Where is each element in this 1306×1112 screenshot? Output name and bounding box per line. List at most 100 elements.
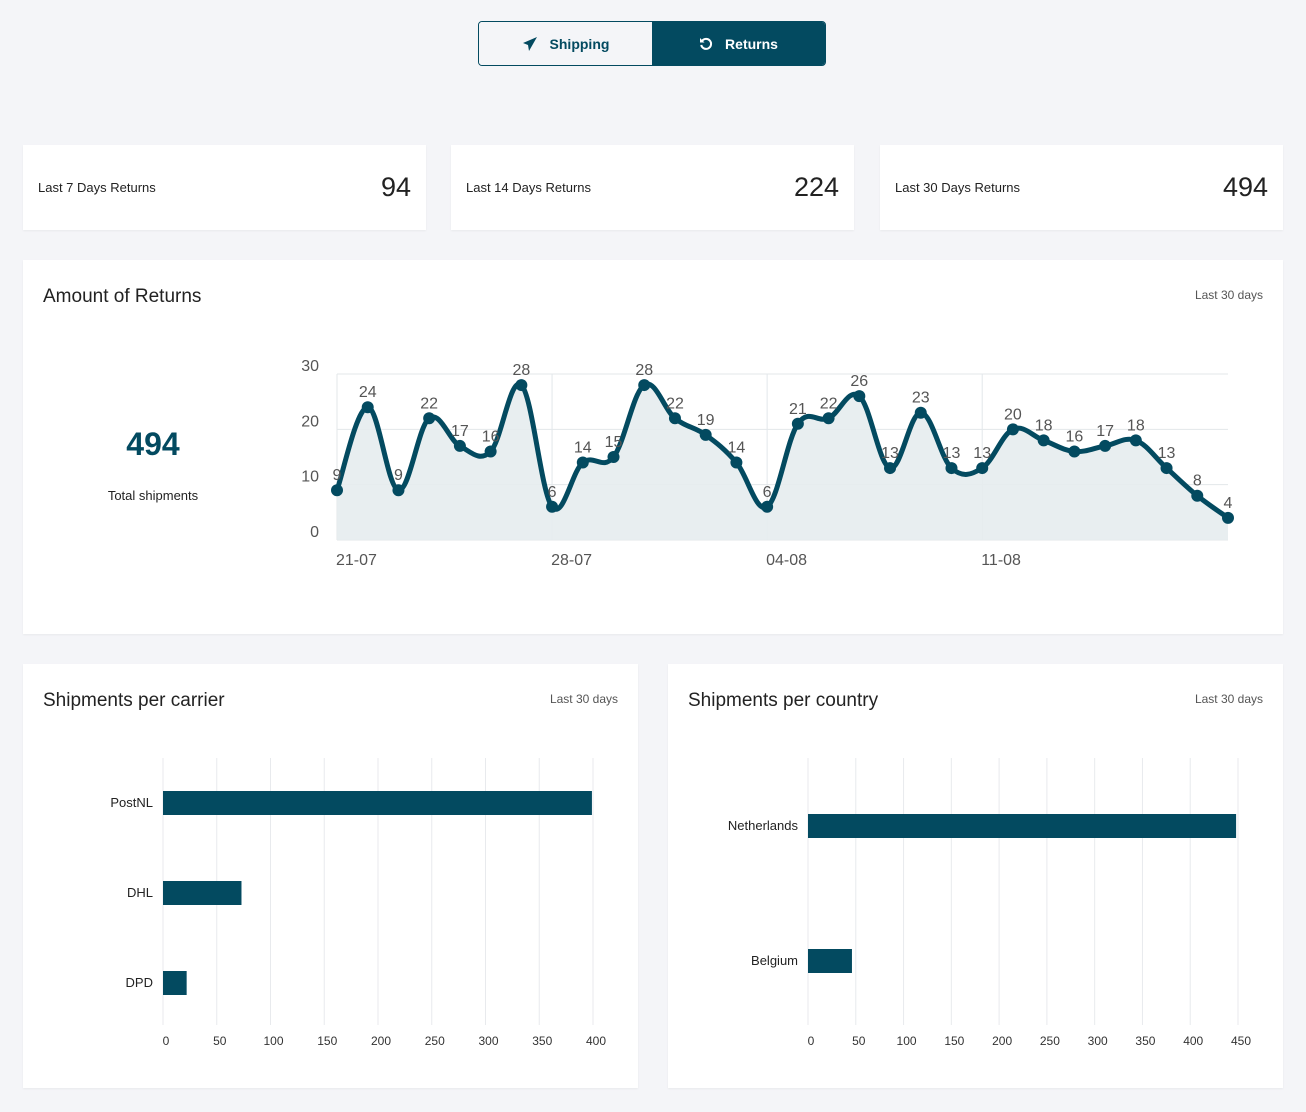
data-label: 23 [912,390,930,407]
category-label: DPD [126,975,153,990]
stat-label: Last 7 Days Returns [38,180,156,195]
x-tick-label: 50 [852,1034,866,1048]
bar [808,814,1237,838]
data-label: 6 [548,484,557,501]
bar [808,949,852,973]
data-label: 14 [574,440,592,457]
data-label: 18 [1127,417,1145,434]
data-point [730,456,743,469]
card-range: Last 30 days [549,692,618,706]
category-label: DHL [127,885,153,900]
data-label: 16 [482,428,500,445]
stat-value: 94 [380,172,411,202]
x-tick-label: 150 [317,1034,337,1048]
data-point [484,445,497,458]
data-point [1222,511,1234,524]
x-tick-label: 0 [163,1034,170,1048]
data-point [607,451,620,463]
returns-line-chart: 0 10 20 30 21-07 28-07 04-08 11-08 9 24 9 22 17 16 28 6… [301,358,1234,569]
country-chart-card: Shipments per country Last 30 days 0 50 10… [668,664,1283,1088]
area-fill [337,384,1228,540]
total-label: Total shipments [107,488,199,503]
x-tick-label: 11-08 [981,552,1021,569]
data-point [1160,462,1173,475]
y-tick-label: 0 [310,524,319,541]
stat-value: 224 [793,172,839,202]
data-label: 9 [333,467,342,484]
data-label: 8 [1193,473,1202,490]
undo-icon [700,37,713,50]
data-point [331,484,343,497]
data-label: 13 [1158,445,1176,462]
data-point [945,462,958,475]
x-tick-label: 200 [992,1034,1012,1048]
shipping-tab[interactable]: Shipping [479,22,652,65]
data-point [791,417,804,430]
data-label: 13 [881,445,899,462]
data-point [1037,434,1050,447]
bar [163,881,242,905]
y-tick-label: 30 [301,358,319,375]
paper-plane-icon [522,36,537,51]
returns-tab[interactable]: Returns [652,22,825,65]
data-label: 6 [763,484,772,501]
stat-card-7-days: Last 7 Days Returns 94 [23,145,426,230]
data-point [392,484,405,497]
data-label: 17 [451,423,469,440]
data-point [822,412,835,425]
data-label: 17 [1096,423,1114,440]
x-tick-label: 28-07 [551,552,592,569]
data-point [761,500,774,513]
data-point [884,462,897,475]
data-point [453,439,466,452]
x-tick-label: 300 [478,1034,498,1048]
data-point [546,500,559,513]
x-tick-label: 400 [1183,1034,1203,1048]
x-tick-label: 350 [532,1034,552,1048]
x-tick-label: 04-08 [766,552,807,569]
data-label: 13 [943,445,961,462]
stat-label: Last 30 Days Returns [895,180,1021,195]
data-point [1068,445,1081,458]
data-label: 20 [1004,406,1022,423]
data-label: 9 [394,467,403,484]
x-tick-label: 0 [808,1034,815,1048]
y-tick-label: 20 [301,413,319,430]
data-point [853,390,866,403]
x-tick-label: 150 [944,1034,964,1048]
data-point [1129,434,1142,447]
data-label: 19 [697,412,715,429]
returns-tab-label: Returns [725,35,778,52]
data-point [423,412,436,425]
data-point [1006,423,1019,436]
x-tick-label: 200 [371,1034,391,1048]
card-title: Shipments per carrier [43,690,225,711]
stat-card-30-days: Last 30 Days Returns 494 [880,145,1283,230]
data-point [361,401,374,414]
data-point [699,428,712,441]
carrier-bar-chart: 0 50 100 150 200 250 300 350 400 PostNL DHL DPD [110,758,606,1048]
data-label: 14 [728,440,746,457]
data-label: 24 [359,384,377,401]
data-label: 18 [1035,417,1053,434]
x-tick-label: 21-07 [336,552,377,569]
data-label: 22 [820,395,838,412]
returns-chart-card: Amount of Returns Last 30 days 494 Total… [23,260,1283,634]
card-range: Last 30 days [1194,692,1263,706]
data-label: 15 [605,434,623,451]
category-label: Belgium [751,953,798,968]
category-label: Netherlands [728,818,799,833]
card-title: Shipments per country [688,690,879,711]
stat-value: 494 [1222,172,1268,202]
card-title: Amount of Returns [43,286,202,307]
data-point [638,379,651,392]
shipping-tab-label: Shipping [549,35,610,52]
data-point [515,379,528,392]
data-label: 22 [666,395,684,412]
x-tick-label: 300 [1088,1034,1108,1048]
data-point [576,456,589,469]
data-point [1099,439,1112,452]
data-point [976,462,989,475]
data-label: 16 [1065,428,1083,445]
data-point [668,412,681,425]
